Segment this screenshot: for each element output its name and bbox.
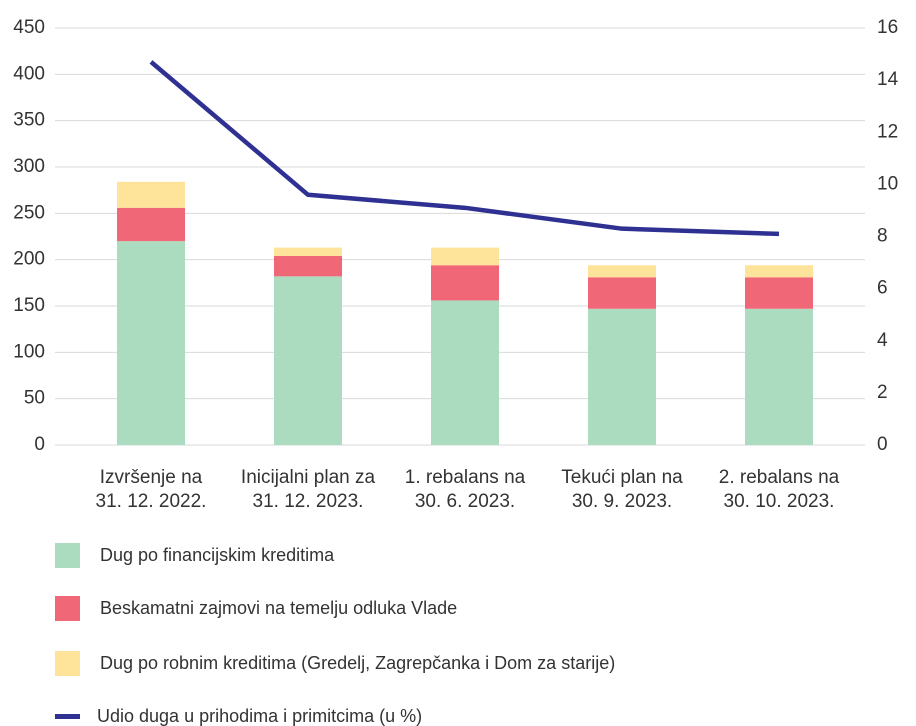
- bar-segment: [117, 207, 185, 242]
- bar-segment: [431, 265, 499, 301]
- bar-segment: [431, 300, 499, 445]
- y-tick-label: 100: [13, 341, 45, 362]
- bar-segment: [274, 276, 342, 445]
- legend-item: Beskamatni zajmovi na temelju odluka Vla…: [55, 594, 457, 622]
- bar-segment: [117, 241, 185, 445]
- legend-item: Dug po financijskim kreditima: [55, 541, 334, 569]
- line: [149, 60, 780, 237]
- bar-segment: [588, 308, 656, 445]
- y-tick-label: 50: [24, 388, 45, 409]
- y-tick-label: 0: [34, 434, 45, 455]
- bar-segment: [274, 255, 342, 277]
- legend-swatch: [55, 595, 80, 621]
- y2-tick-label: 0: [877, 434, 888, 455]
- y-tick-label: 250: [13, 202, 45, 223]
- y-tick-label: 400: [13, 63, 45, 84]
- x-tick-label: Inicijalni plan za 31. 12. 2023.: [240, 467, 376, 512]
- y-tick-label: 150: [13, 295, 45, 316]
- x-tick-label: 2. rebalans na 30. 10. 2023.: [718, 467, 840, 512]
- y-tick-label: 300: [13, 156, 45, 177]
- legend-label: Dug po financijskim kreditima: [100, 544, 335, 565]
- bar-segment: [117, 181, 185, 208]
- bar-segment: [274, 247, 342, 256]
- legend-item: Udio duga u prihodima i primitcima (u %): [55, 702, 422, 726]
- legend-label: Dug po robnim kreditima (Gredelj, Zagrep…: [100, 652, 616, 673]
- bar-segment: [745, 277, 813, 309]
- x-tick-label: Izvršenje na 31. 12. 2022.: [95, 467, 207, 512]
- y2-tick-label: 4: [877, 330, 888, 351]
- bar-segment: [588, 265, 656, 278]
- bar-segment: [431, 247, 499, 266]
- y2-tick-label: 8: [877, 226, 888, 247]
- x-tick-label: Tekući plan na 30. 9. 2023.: [561, 467, 683, 512]
- y2-tick-label: 2: [877, 382, 888, 403]
- y2-tick-label: 14: [877, 69, 899, 90]
- legend-item: Dug po robnim kreditima (Gredelj, Zagrep…: [55, 649, 615, 677]
- y-tick-label: 350: [13, 110, 45, 131]
- legend-label: Udio duga u prihodima i primitcima (u %): [97, 705, 423, 726]
- y2-tick-label: 10: [877, 173, 898, 194]
- legend-swatch: [55, 713, 80, 719]
- y2-tick-label: 6: [877, 278, 888, 299]
- legend-swatch: [55, 650, 80, 676]
- y-tick-label: 450: [13, 17, 45, 38]
- y2-tick-label: 12: [877, 121, 898, 142]
- y2-tick-label: 16: [877, 17, 898, 38]
- bar-segment: [745, 265, 813, 278]
- legend-label: Beskamatni zajmovi na temelju odluka Vla…: [100, 597, 458, 618]
- legend-swatch: [55, 542, 80, 568]
- bar-segment: [588, 277, 656, 309]
- bar-segment: [745, 308, 813, 445]
- x-tick-label: 1. rebalans na 30. 6. 2023.: [404, 467, 526, 512]
- y-tick-label: 200: [13, 249, 45, 270]
